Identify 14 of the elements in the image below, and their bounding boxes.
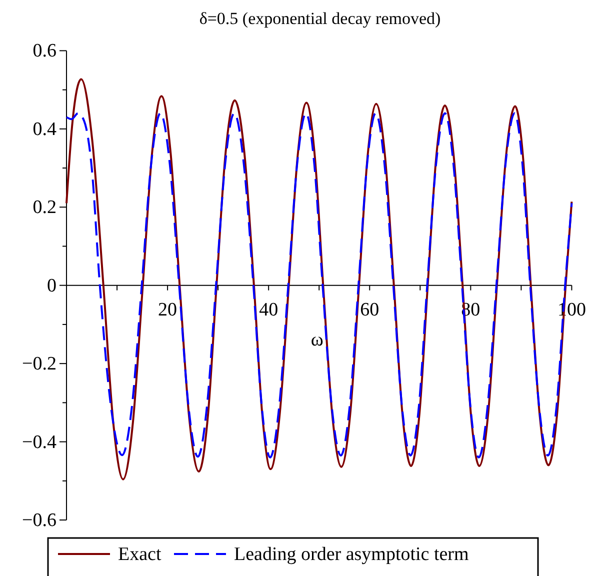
y-tick-label: 0.4 <box>32 118 57 140</box>
chart-title: δ=0.5 (exponential decay removed) <box>199 9 441 28</box>
y-tick-label: 0.6 <box>32 40 56 62</box>
y-tick-label: −0.6 <box>22 510 56 531</box>
x-tick-label: 20 <box>158 299 178 320</box>
y-tick-label: −0.4 <box>22 432 57 453</box>
legend-label: Exact <box>118 544 162 565</box>
x-tick-label: 60 <box>360 299 380 320</box>
y-tick-label: 0 <box>47 275 56 296</box>
legend-label: Leading order asymptotic term <box>234 544 470 565</box>
x-axis-title: ω <box>310 329 324 350</box>
y-tick-label: 0.2 <box>32 197 56 218</box>
y-tick-label: −0.2 <box>22 354 56 375</box>
x-tick-label: 40 <box>259 299 278 320</box>
